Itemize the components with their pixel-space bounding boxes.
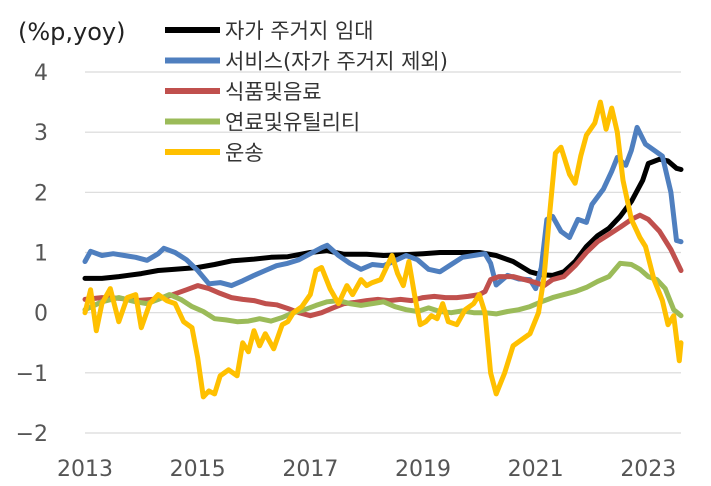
y-tick-label: −1	[16, 362, 48, 387]
y-tick-label: 3	[34, 121, 48, 146]
x-tick-label: 2019	[395, 457, 451, 482]
legend-label: 운송	[225, 141, 264, 165]
legend-label: 자가 주거지 임대	[225, 19, 374, 43]
y-axis-ticks: 4 3 2 1 0 −1 −2	[16, 61, 48, 447]
series-line-0	[82, 156, 684, 281]
x-tick-label: 2013	[57, 457, 113, 482]
x-tick-label: 2023	[620, 457, 676, 482]
x-tick-label: 2017	[282, 457, 338, 482]
y-tick-label: 0	[34, 302, 48, 327]
series-line-3	[82, 260, 684, 325]
y-tick-label: 4	[34, 61, 48, 86]
y-tick-label: −2	[16, 422, 48, 447]
series-line-4	[82, 99, 684, 400]
series-lines	[82, 99, 684, 400]
series-line-1	[82, 124, 684, 292]
x-tick-label: 2021	[508, 457, 564, 482]
y-unit-label: (%p,yoy)	[18, 18, 125, 46]
x-axis-ticks: 2013 2015 2017 2019 2021 2023	[57, 457, 676, 482]
legend-label: 서비스(자가 주거지 제외)	[225, 50, 448, 74]
x-tick-label: 2015	[170, 457, 226, 482]
gridlines	[85, 71, 681, 434]
y-tick-label: 1	[34, 242, 48, 267]
series-line-2	[82, 212, 684, 319]
legend-label: 식품및음료	[225, 80, 322, 104]
legend-label: 연료및유틸리티	[225, 111, 360, 135]
y-tick-label: 2	[34, 181, 48, 206]
